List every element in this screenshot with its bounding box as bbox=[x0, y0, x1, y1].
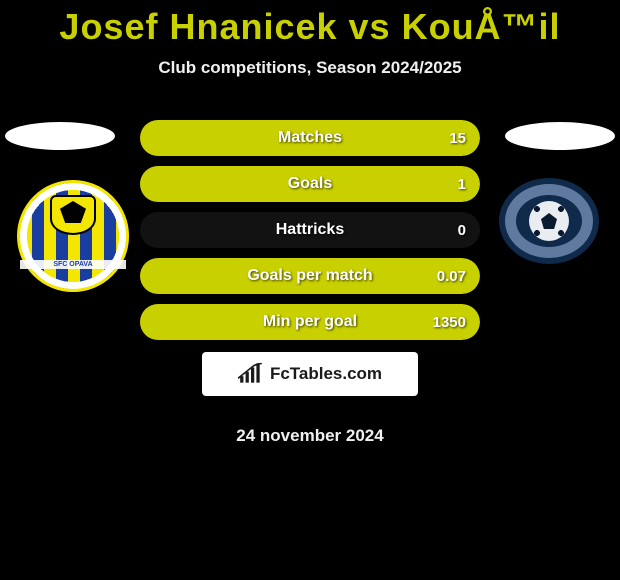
stat-row: Goals1 bbox=[140, 166, 480, 202]
player-photo-left bbox=[5, 122, 115, 150]
comparison-card: Josef Hnanicek vs KouÅ™il Club competiti… bbox=[0, 0, 620, 580]
stat-row: Goals per match0.07 bbox=[140, 258, 480, 294]
bar-chart-icon bbox=[238, 363, 264, 385]
opava-badge bbox=[17, 180, 129, 292]
stat-value-right: 1 bbox=[458, 166, 466, 202]
stats-column: Matches15 Goals1 Hattricks0 Goals per match… bbox=[140, 120, 480, 350]
stat-label: Goals bbox=[140, 166, 480, 202]
stat-label: Goals per match bbox=[140, 258, 480, 294]
date-stamp: 24 november 2024 bbox=[0, 426, 620, 446]
stat-row: Hattricks0 bbox=[140, 212, 480, 248]
stat-value-right: 0.07 bbox=[437, 258, 466, 294]
stat-value-right: 0 bbox=[458, 212, 466, 248]
brand-badge[interactable]: FcTables.com bbox=[202, 352, 418, 396]
stat-row: Matches15 bbox=[140, 120, 480, 156]
varnsdorf-badge bbox=[499, 178, 599, 264]
stat-label: Min per goal bbox=[140, 304, 480, 340]
page-title: Josef Hnanicek vs KouÅ™il bbox=[0, 0, 620, 48]
stat-label: Hattricks bbox=[140, 212, 480, 248]
subtitle: Club competitions, Season 2024/2025 bbox=[0, 58, 620, 78]
club-crest-left bbox=[17, 180, 123, 286]
stat-value-right: 15 bbox=[449, 120, 466, 156]
stat-value-right: 1350 bbox=[433, 304, 466, 340]
brand-label: FcTables.com bbox=[270, 364, 382, 384]
club-crest-right bbox=[499, 178, 599, 264]
player-photo-right bbox=[505, 122, 615, 150]
stat-label: Matches bbox=[140, 120, 480, 156]
stat-row: Min per goal1350 bbox=[140, 304, 480, 340]
